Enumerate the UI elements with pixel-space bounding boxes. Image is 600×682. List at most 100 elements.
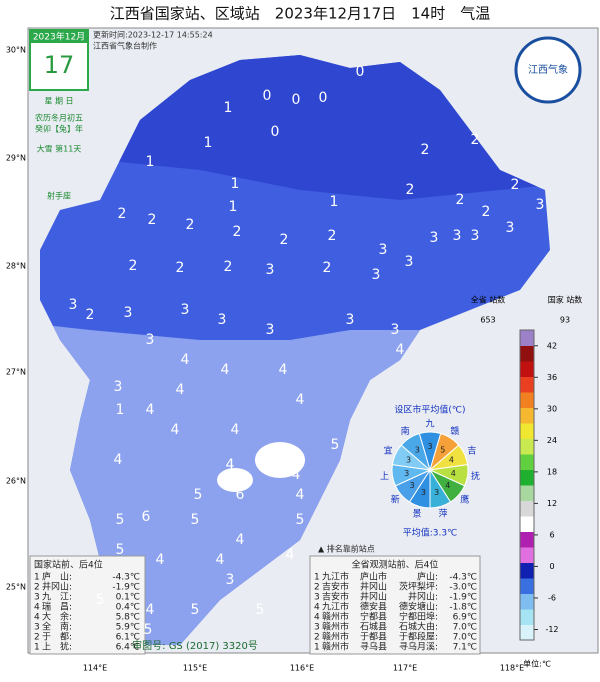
all-cell: 寻乌月溪: [399,641,438,653]
national-label: 国家 站数 [548,295,583,305]
station-value: 3 [124,305,133,321]
national-cell: 井冈山: [42,581,72,593]
station-value: 1 [330,194,339,210]
all-cell: 吉安市 [322,581,349,593]
colorbar-step [520,609,534,625]
lon-label: 116°E [290,664,314,673]
station-value: 3 [453,228,462,244]
logo-text: 江西气象 [528,63,568,76]
colorbar-step [520,423,534,439]
all-cell: 茨坪梨坪: [399,581,438,593]
station-value: 3 [181,302,190,318]
colorbar-step [520,624,534,641]
colorbar-label: -12 [545,625,558,634]
station-value: 3 [471,228,480,244]
station-value: 2 [456,192,465,208]
all-cell: 于都段屋: [399,631,438,643]
all-cell: 4 [314,603,320,613]
colorbar-label: 42 [547,341,557,350]
cal-year: 癸卯【兔】年 [35,124,83,134]
colorbar-step [520,485,534,501]
all-table [309,555,481,655]
colorbar-step [520,531,534,548]
station-value: 3 [218,312,227,328]
all-cell: -1.9℃ [449,593,477,603]
station-value: 3 [506,220,515,236]
lon-label: 118°E [500,664,524,673]
pie-value: 4 [445,481,450,490]
station-value: 6 [142,509,151,525]
national-cell: 庐 山: [42,571,72,583]
colorbar-step [520,407,534,424]
pie-city: 新 [391,494,400,506]
logo [514,36,582,104]
national-cell: 全 南: [42,621,72,633]
station-value: 5 [296,512,305,528]
national-cell: 九 江: [42,592,72,603]
pie-city: 吉 [467,445,476,456]
pie-slice [400,432,431,472]
station-value: 5 [191,512,200,528]
pie-city: 赣 [450,425,459,437]
colorbar-step [520,392,534,408]
station-value: 3 [266,322,275,338]
station-value: 2 [233,224,242,240]
all-cell: 吉安市 [322,591,349,603]
all-cell: 7.0℃ [453,633,477,643]
station-value: 4 [296,487,305,503]
pie-value: 3 [404,469,409,478]
colorbar-step [520,516,534,532]
colorbar-step [520,345,534,362]
all-cell: -4.3℃ [449,573,477,583]
pie-value: 3 [406,456,411,465]
lat-label: 26°N [6,477,26,486]
colorbar-label: -6 [548,593,556,602]
station-value: 2 [148,212,157,228]
national-cell: 4 [34,603,40,613]
all-cell: 2 [314,633,320,643]
pie-value: 4 [451,469,456,478]
all-cell: 4 [314,613,320,623]
national-cell: 5.8℃ [116,613,140,623]
all-cell: -3.0℃ [449,583,477,593]
all-cell: 井冈山 [360,581,387,593]
station-value: 4 [296,392,305,408]
colorbar-step [520,547,534,563]
all-cell: 于都县 [360,632,387,643]
pie-value: 3 [434,488,439,497]
all-count: 653 [480,316,495,325]
national-cell: -4.3℃ [112,573,140,583]
all-label: 全省 站数 [471,295,506,305]
national-count: 93 [560,316,570,325]
station-value: 3 [379,242,388,258]
colorbar-label: 24 [547,436,557,445]
station-value: 4 [181,352,190,368]
pie-city: 上 [380,471,389,482]
calendar-head [30,30,88,43]
pie-value: 5 [440,446,445,455]
station-value: 2 [129,258,138,274]
national-cell: 大 余: [42,611,72,623]
station-value: 4 [226,457,235,473]
lat-label: 30°N [6,46,26,55]
cal-lunar: 农历冬月初五 [35,113,83,123]
station-value: 2 [176,260,185,276]
rank-mark: ▲ 排名靠前站点 [318,544,375,554]
colorbar-step [520,593,534,610]
cal-weekday: 星 期 日 [44,97,73,106]
station-value: 2 [511,177,520,193]
cal-month: 2023年12月 [33,31,85,43]
station-value: 2 [421,142,430,158]
all-cell: 赣州市 [322,611,349,623]
station-value: 2 [86,307,95,323]
all-cell: 1 [314,573,320,583]
all-cell: 德安塘山: [399,601,438,613]
pie-title: 设区市平均值(℃) [394,404,465,416]
all-cell: 3 [314,623,320,633]
all-cell: 2 [314,583,320,593]
national-cell: 4 [34,613,40,623]
pie-city: 南 [401,425,410,437]
all-cell: 井冈山 [360,591,387,603]
station-value: 5 [191,602,200,618]
